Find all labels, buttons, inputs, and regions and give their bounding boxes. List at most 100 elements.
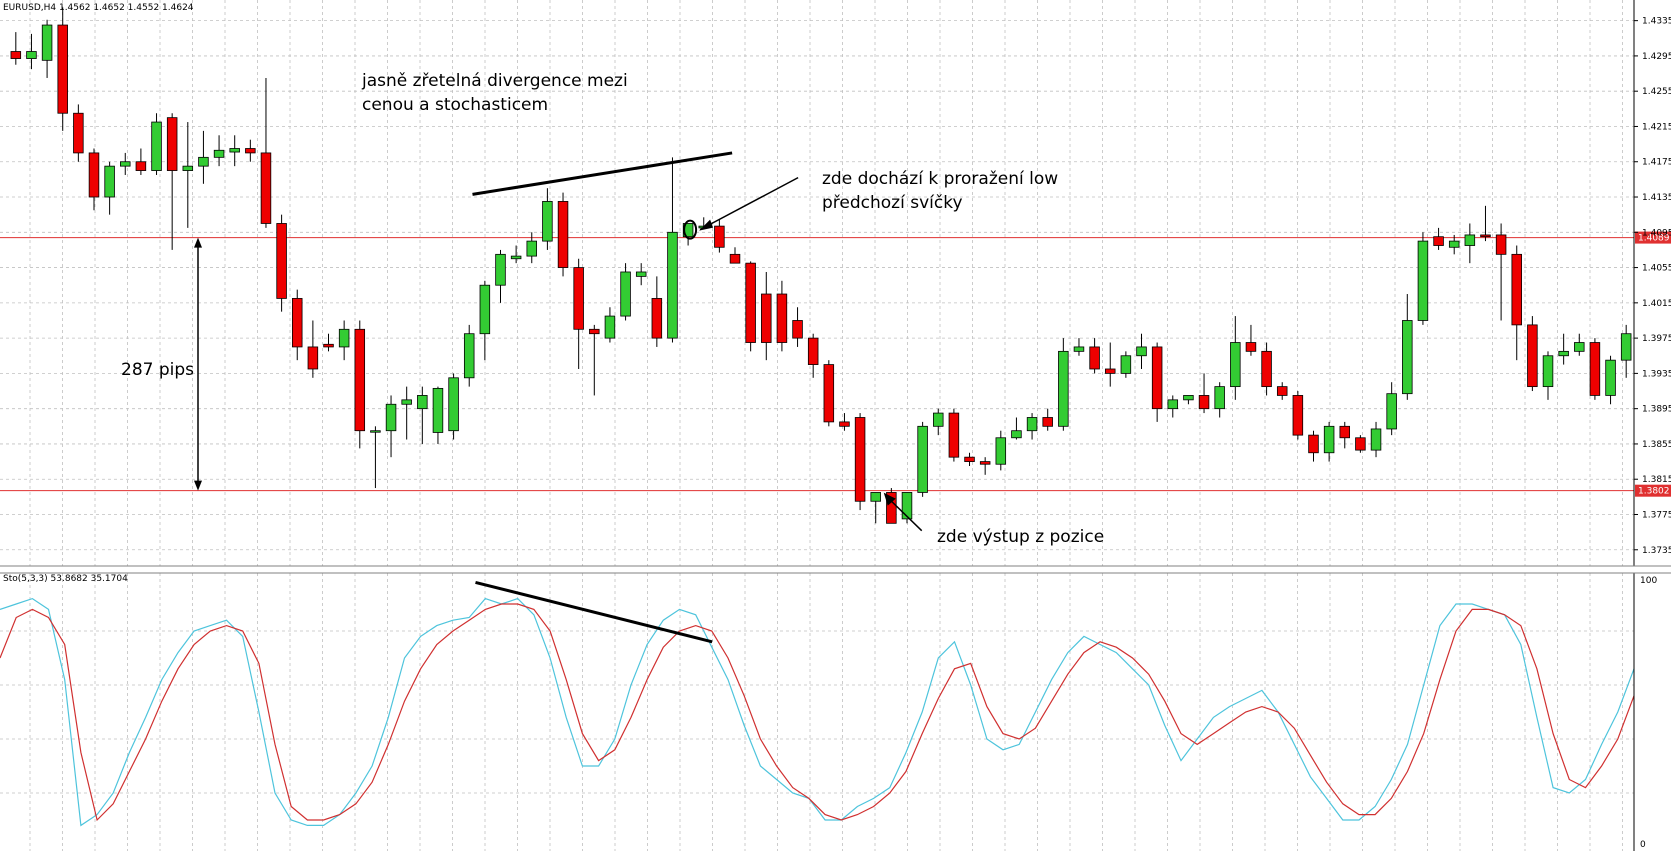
candle-body	[1448, 240, 1460, 248]
candle-body	[589, 328, 600, 335]
axis-tick-label: 1.4335	[1642, 17, 1671, 27]
candle-body	[1558, 350, 1569, 357]
candle-body	[229, 148, 240, 153]
candle-body	[1511, 253, 1522, 326]
candle-body	[291, 298, 303, 348]
candle-body	[714, 225, 725, 248]
axis-tick-label: 1.3895	[1642, 405, 1671, 415]
drawn-objects[interactable]: jasně zřetelná divergence mezi cenou a st…	[121, 71, 1104, 644]
break-marker-circle	[683, 219, 698, 240]
pane-separator	[0, 566, 1671, 573]
axis-tick-label: 1.3735	[1642, 546, 1671, 556]
candle-body	[917, 425, 928, 493]
price-chart-title: EURUSD,H4 1.4562 1.4652 1.4552 1.4624	[3, 3, 194, 13]
candle-body	[761, 293, 772, 343]
candle-body	[1589, 342, 1601, 396]
candle-body	[370, 430, 381, 433]
candle-body	[88, 152, 100, 198]
candle-body	[41, 24, 53, 61]
exit-pointer-head	[883, 492, 896, 506]
candle-body	[729, 253, 741, 264]
candle-body	[354, 328, 366, 432]
axis-tick-label: 1.4015	[1642, 299, 1671, 309]
candle-body	[1026, 417, 1038, 432]
axis-tick-label: 0	[1640, 840, 1646, 850]
candle-body	[573, 267, 584, 330]
candle-body	[635, 271, 647, 277]
candle-body	[1214, 386, 1225, 410]
stochastic-series-line	[0, 597, 1635, 827]
candle-body	[198, 156, 209, 167]
break-pointer-line	[699, 176, 799, 231]
candle-body	[1464, 234, 1476, 246]
pips-arrow-head	[194, 237, 202, 248]
candle-body	[166, 117, 178, 171]
candle-body	[135, 161, 147, 171]
candle-body	[120, 161, 131, 167]
candle-body	[1183, 395, 1194, 401]
candle-body	[432, 387, 444, 433]
horizontal-levels[interactable]: 1.4089 1.3802	[0, 231, 1671, 497]
stochastic-lines	[0, 597, 1635, 827]
candle-body	[1136, 346, 1147, 357]
candle-body	[526, 240, 538, 257]
candle-body	[1042, 417, 1053, 427]
axis-tick-label: 1.4215	[1642, 122, 1671, 132]
candle-body	[182, 165, 194, 171]
candle-body	[651, 298, 663, 339]
level-price-tag	[1635, 484, 1671, 497]
candle-body	[1120, 355, 1132, 374]
candle-body	[1355, 437, 1366, 451]
oscillator-axis: 100 0	[1640, 576, 1657, 850]
candle-body	[26, 51, 37, 59]
candle-body	[604, 315, 616, 339]
candle-body	[933, 412, 944, 427]
price-grid	[0, 0, 1634, 566]
candle-body	[448, 377, 459, 432]
candle-body	[901, 492, 913, 520]
candle-body	[1151, 346, 1163, 410]
divergence-note-line: cenou a stochasticem	[362, 95, 548, 115]
break-note-line: zde dochází k proražení low	[822, 169, 1058, 189]
candle-body	[1073, 346, 1085, 352]
candle-body	[1058, 350, 1069, 427]
candle-body	[1527, 324, 1538, 388]
level-price-label: 1.4089	[1638, 234, 1670, 244]
candle-body	[854, 417, 866, 502]
candle-body	[1495, 234, 1507, 255]
oscillator-grid	[0, 573, 1634, 851]
candle-body	[886, 492, 897, 524]
candle-body	[1167, 399, 1179, 410]
axis-tick-label: 1.3975	[1642, 334, 1671, 344]
candle-body	[338, 328, 350, 348]
exit-note-line: zde výstup z pozice	[937, 527, 1104, 547]
axis-tick-label: 1.4295	[1642, 52, 1671, 62]
candle-body	[1230, 342, 1241, 388]
candle-body	[57, 24, 68, 114]
candle-body	[807, 337, 819, 365]
candle-body	[10, 51, 22, 59]
candle-body	[964, 456, 975, 462]
candle-body	[104, 165, 115, 198]
level-price-tag	[1635, 231, 1671, 244]
candle-body	[1370, 428, 1382, 451]
candle-body	[823, 364, 835, 423]
candle-body	[1417, 240, 1429, 321]
axis-tick-label: 1.4095	[1642, 228, 1671, 238]
candlestick-series	[10, 7, 1632, 524]
candle-body	[792, 320, 803, 339]
candle-body	[1402, 320, 1413, 395]
candle-body	[542, 201, 553, 242]
candle-body	[1011, 430, 1022, 439]
candle-body	[776, 293, 788, 343]
candle-body	[1574, 342, 1585, 352]
candle-body	[1292, 395, 1304, 436]
candle-body	[276, 223, 287, 299]
candle-body	[839, 421, 850, 427]
axis-tick-label: 1.3855	[1642, 440, 1671, 450]
candle-body	[1480, 234, 1491, 238]
candle-body	[1323, 425, 1335, 454]
candle-body	[495, 253, 506, 286]
